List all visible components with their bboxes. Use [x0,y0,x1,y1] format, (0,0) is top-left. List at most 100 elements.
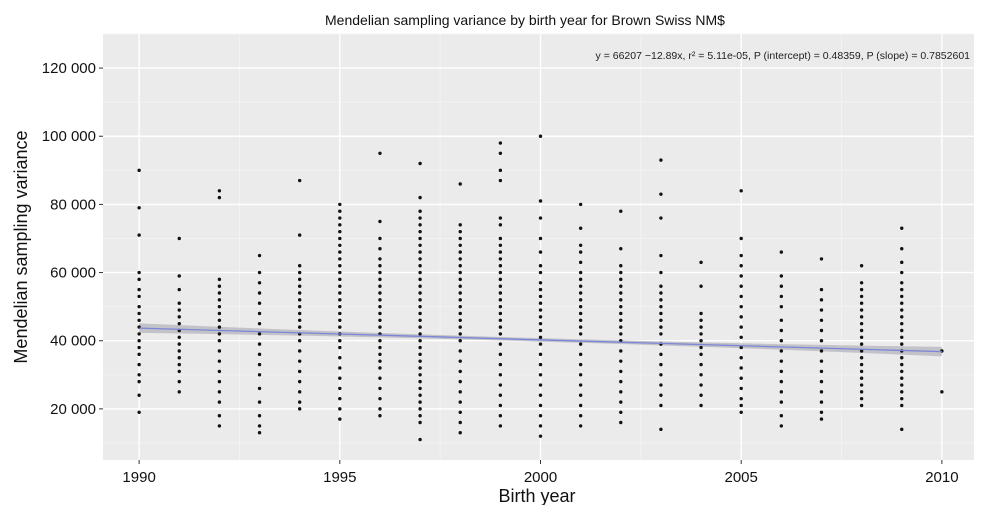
data-point [217,379,222,384]
data-point [819,298,824,302]
data-point [418,359,422,363]
data-point [739,274,743,278]
data-point [859,356,864,360]
data-point [619,325,623,329]
y-tick-label: 60 000 [50,265,96,282]
data-point [418,270,422,275]
data-point [819,400,824,404]
data-point [458,277,462,282]
data-point [779,294,784,299]
data-point [217,325,222,329]
data-point [900,383,904,387]
data-point [619,400,623,404]
y-axis-ticks: 20 000 40 000 60 000 80 000 100 000 120 000 [42,60,103,418]
data-point [177,301,181,305]
data-point [338,264,342,268]
data-point [859,390,864,394]
data-point [699,373,703,377]
data-point [418,250,422,254]
data-point [498,304,503,309]
data-point [659,318,663,322]
data-point [819,287,824,292]
data-point [297,339,302,343]
data-point [378,413,382,418]
data-point [538,403,543,408]
data-point [619,284,623,288]
data-point [378,291,382,295]
data-point [659,362,663,367]
data-point [779,339,784,343]
data-point [297,325,302,329]
data-point [900,335,904,340]
data-point [659,427,663,432]
data-point [739,356,743,360]
data-point [177,356,181,360]
data-point [257,291,262,295]
data-point [297,407,302,411]
data-point [257,424,262,428]
data-point [458,250,462,254]
data-point [739,335,743,340]
data-point [619,318,623,322]
data-point [859,281,864,285]
data-point [418,229,422,234]
data-point [338,202,342,207]
data-point [859,328,864,333]
data-point [458,325,462,329]
data-point [378,339,382,343]
data-point [498,277,503,282]
data-point [538,328,543,333]
data-point [578,304,583,309]
data-point [900,396,904,401]
data-point [659,253,663,258]
data-point [819,318,824,322]
data-point [578,250,583,254]
data-point [859,376,864,380]
data-point [900,427,904,432]
data-point [819,257,824,261]
data-point [819,308,824,312]
data-point [498,216,503,220]
data-point [177,335,181,340]
data-point [378,311,382,316]
data-point [900,328,904,333]
data-point [257,270,262,275]
data-point [659,158,663,162]
data-point [739,366,743,370]
data-point [659,291,663,295]
data-point [538,301,543,305]
data-point [418,352,422,357]
data-point [338,291,342,295]
data-point [699,403,703,408]
data-point [538,315,543,319]
data-point [538,321,543,326]
data-point [137,294,141,299]
data-points [137,134,944,442]
data-point [137,332,141,336]
data-point [498,424,503,428]
data-point [257,332,262,336]
data-point [498,352,503,357]
regression-annotation: y = 66207 −12.89x, r² = 5.11e-05, P (int… [596,50,971,62]
data-point [900,356,904,360]
data-point [257,413,262,418]
data-point [659,373,663,377]
data-point [900,403,904,408]
data-point [177,236,181,241]
data-point [578,277,583,282]
data-point [257,311,262,316]
data-point [659,192,663,196]
data-point [498,168,503,173]
x-axis-ticks: 1990 1995 2000 2005 2010 [122,460,959,486]
data-point [418,318,422,322]
data-point [418,373,422,377]
data-point [739,264,743,268]
data-point [699,311,703,316]
data-point [819,328,824,333]
data-point [458,298,462,302]
data-point [699,362,703,367]
data-point [137,318,141,322]
x-tick-label: 2000 [524,469,557,486]
data-point [257,342,262,346]
data-point [177,321,181,326]
